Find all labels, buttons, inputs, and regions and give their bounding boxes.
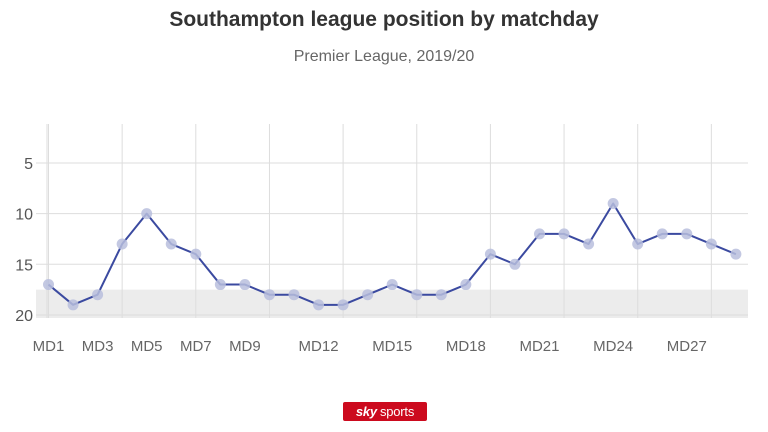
x-tick-label: MD27 <box>667 338 707 355</box>
data-point <box>730 248 742 260</box>
data-point <box>165 238 177 250</box>
data-point <box>705 238 717 250</box>
x-tick-label: MD5 <box>131 338 163 355</box>
relegation-zone <box>36 289 748 318</box>
x-tick-label: MD21 <box>519 338 559 355</box>
data-point <box>484 248 496 260</box>
data-point <box>239 279 251 291</box>
data-point <box>583 238 595 250</box>
sky-sports-logo: sky sports <box>343 402 427 421</box>
data-point <box>681 228 693 240</box>
x-tick-label: MD24 <box>593 338 633 355</box>
x-tick-label: MD7 <box>180 338 212 355</box>
y-tick-label: 10 <box>15 207 33 224</box>
data-point <box>288 289 300 301</box>
data-point <box>92 289 104 301</box>
chart-subtitle: Premier League, 2019/20 <box>293 48 475 65</box>
data-point <box>509 258 521 270</box>
data-point <box>632 238 644 250</box>
data-point <box>362 289 374 301</box>
data-point <box>460 279 472 291</box>
y-tick-label: 5 <box>24 156 33 173</box>
data-point <box>534 228 545 240</box>
data-point <box>43 279 54 291</box>
y-tick-label: 15 <box>15 257 33 274</box>
data-point <box>263 289 275 301</box>
data-point <box>411 289 423 301</box>
x-tick-label: MD3 <box>82 338 114 355</box>
x-tick-label: MD1 <box>33 338 65 355</box>
y-tick-label: 20 <box>15 308 33 325</box>
x-tick-label: MD12 <box>299 338 339 355</box>
x-tick-label: MD9 <box>229 338 261 355</box>
data-point <box>116 238 128 250</box>
chart-title: Southampton league position by matchday <box>169 8 599 31</box>
line-chart: 5 10 15 20 MD1 MD3 MD5 MD7 MD9 MD12 MD15 MD18 MD21 M… <box>15 124 748 355</box>
data-point <box>190 248 202 260</box>
data-point <box>214 279 226 291</box>
x-tick-label: MD15 <box>372 338 412 355</box>
data-point <box>386 279 398 291</box>
data-point <box>558 228 570 240</box>
data-point <box>435 289 447 301</box>
data-point <box>337 299 349 311</box>
data-point <box>67 299 79 311</box>
data-point <box>656 228 668 240</box>
data-point <box>141 208 153 220</box>
data-point <box>607 198 619 210</box>
x-tick-label: MD18 <box>446 338 486 355</box>
data-point <box>313 299 325 311</box>
